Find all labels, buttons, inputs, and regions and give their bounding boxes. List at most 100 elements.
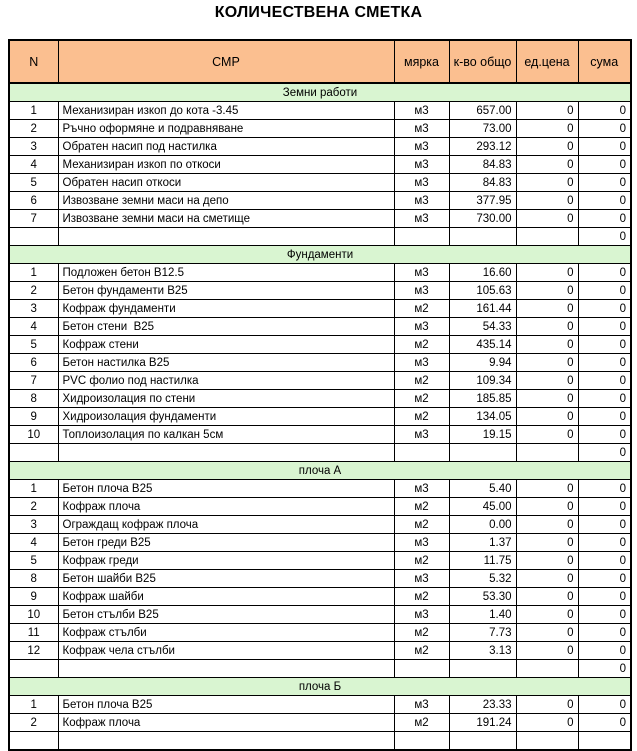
row-number-cell: 10	[8, 425, 59, 444]
unit-cell	[393, 659, 450, 678]
unit-cell: м2	[393, 371, 450, 390]
sum-cell: 0	[577, 101, 632, 120]
section-header-row: плоча А	[8, 461, 632, 480]
smr-cell: Бетон стълби В25	[57, 605, 395, 624]
row-number-cell: 2	[8, 497, 59, 516]
smr-cell: Бетон стени В25	[57, 317, 395, 336]
unit-price-cell: 0	[515, 335, 579, 354]
unit-cell: м2	[393, 551, 450, 570]
row-number-cell: 11	[8, 623, 59, 642]
unit-price-cell: 0	[515, 137, 579, 156]
document-page: { "title": "КОЛИЧЕСТВЕНА СМЕТКА", "colum…	[8, 4, 632, 751]
table-row: 8 Хидроизолация по стени м2 185.85 0 0	[8, 389, 632, 408]
unit-cell: м2	[393, 713, 450, 732]
unit-price-cell	[515, 731, 579, 751]
table-row: 9 Кофраж шайби м2 53.30 0 0	[8, 587, 632, 606]
row-number-cell: 5	[8, 335, 59, 354]
sum-cell	[577, 731, 632, 751]
smr-cell: Кофраж шайби	[57, 587, 395, 606]
smr-cell: Хидроизолация фундаменти	[57, 407, 395, 426]
unit-price-cell: 0	[515, 425, 579, 444]
unit-cell: м3	[393, 479, 450, 498]
sum-cell: 0	[577, 695, 632, 714]
sum-cell: 0	[577, 335, 632, 354]
sum-cell: 0	[577, 533, 632, 552]
qty-cell: 53.30	[448, 587, 517, 606]
row-number-cell	[8, 731, 59, 751]
table-row: 5 Обратен насип откоси м3 84.83 0 0	[8, 173, 632, 192]
sum-cell: 0	[577, 263, 632, 282]
unit-cell: м3	[393, 155, 450, 174]
smr-cell: Бетон настилка В25	[57, 353, 395, 372]
smr-cell: Обратен насип под настилка	[57, 137, 395, 156]
unit-cell: м3	[393, 533, 450, 552]
sum-cell: 0	[577, 155, 632, 174]
sum-cell: 0	[577, 623, 632, 642]
smr-cell: Кофраж фундаменти	[57, 299, 395, 318]
row-number-cell: 1	[8, 101, 59, 120]
unit-cell: м2	[393, 515, 450, 534]
unit-cell: м3	[393, 569, 450, 588]
unit-price-cell: 0	[515, 155, 579, 174]
unit-price-cell: 0	[515, 101, 579, 120]
smr-cell: Бетон плоча В25	[57, 695, 395, 714]
unit-price-cell	[515, 443, 579, 462]
qty-cell: 84.83	[448, 155, 517, 174]
sum-cell: 0	[577, 713, 632, 732]
unit-price-cell: 0	[515, 173, 579, 192]
sum-cell: 0	[577, 605, 632, 624]
section-title: Земни работи	[8, 82, 632, 102]
unit-price-cell	[515, 659, 579, 678]
smr-cell: Механизиран изкоп по откоси	[57, 155, 395, 174]
sum-cell: 0	[577, 641, 632, 660]
table-row: 1 Бетон плоча В25 м3 23.33 0 0	[8, 695, 632, 714]
smr-cell: Кофраж плоча	[57, 713, 395, 732]
section-total-row: 0	[8, 227, 632, 246]
section-total-cell: 0	[577, 659, 632, 678]
qty-cell: 73.00	[448, 119, 517, 138]
smr-cell: Кофраж стени	[57, 335, 395, 354]
qty-cell: 161.44	[448, 299, 517, 318]
unit-price-cell: 0	[515, 389, 579, 408]
smr-cell: Топлоизолация по калкан 5см	[57, 425, 395, 444]
table-body: Земни работи 1 Механизиран изкоп до кота -…	[8, 82, 632, 751]
unit-cell: м2	[393, 641, 450, 660]
unit-price-cell: 0	[515, 569, 579, 588]
sum-cell: 0	[577, 137, 632, 156]
unit-cell: м3	[393, 173, 450, 192]
qty-cell: 293.12	[448, 137, 517, 156]
qty-cell: 1.37	[448, 533, 517, 552]
smr-cell: Кофраж плоча	[57, 497, 395, 516]
row-number-cell: 2	[8, 281, 59, 300]
unit-price-cell: 0	[515, 299, 579, 318]
smr-cell: Кофраж греди	[57, 551, 395, 570]
table-row: 2 Кофраж плоча м2 45.00 0 0	[8, 497, 632, 516]
table-row: 1 Бетон плоча В25 м3 5.40 0 0	[8, 479, 632, 498]
header-row: N СМР мярка к-во общо ед.цена сума	[8, 39, 632, 84]
table-row: 2 Кофраж плоча м2 191.24 0 0	[8, 713, 632, 732]
unit-cell: м3	[393, 191, 450, 210]
row-number-cell	[8, 659, 59, 678]
row-number-cell	[8, 227, 59, 246]
section-total-cell: 0	[577, 227, 632, 246]
row-number-cell: 7	[8, 371, 59, 390]
row-number-cell: 3	[8, 299, 59, 318]
row-number-cell: 10	[8, 605, 59, 624]
section-total-cell: 0	[577, 443, 632, 462]
unit-price-cell: 0	[515, 713, 579, 732]
table-row: 4 Бетон греди В25 м3 1.37 0 0	[8, 533, 632, 552]
row-number-cell: 5	[8, 173, 59, 192]
smr-cell	[57, 443, 395, 462]
table-row: 3 Ограждащ кофраж плоча м2 0.00 0 0	[8, 515, 632, 534]
qty-cell: 0.00	[448, 515, 517, 534]
row-number-cell: 9	[8, 407, 59, 426]
unit-price-cell: 0	[515, 479, 579, 498]
smr-cell: Обратен насип откоси	[57, 173, 395, 192]
table-row: 3 Обратен насип под настилка м3 293.12 0 0	[8, 137, 632, 156]
unit-price-cell: 0	[515, 605, 579, 624]
qty-cell: 16.60	[448, 263, 517, 282]
section-title: Фундаменти	[8, 245, 632, 264]
qty-cell: 191.24	[448, 713, 517, 732]
clipped-row	[8, 731, 632, 751]
table-row: 5 Кофраж греди м2 11.75 0 0	[8, 551, 632, 570]
